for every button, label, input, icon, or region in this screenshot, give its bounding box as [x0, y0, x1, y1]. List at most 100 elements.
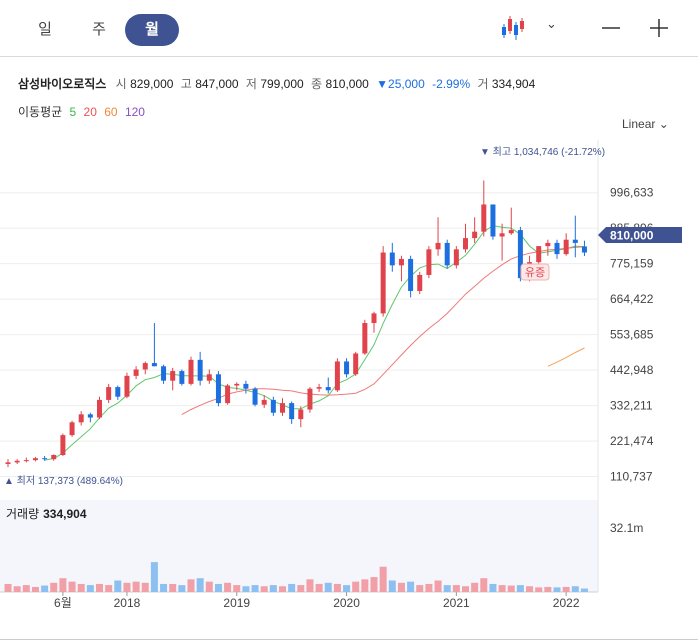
current-price-tag: 810,000 — [598, 227, 682, 243]
volume-bar — [13, 586, 21, 592]
x-tick-label: 2018 — [114, 596, 141, 610]
candle-body — [435, 242, 441, 250]
ma-20-label[interactable]: 20 — [83, 105, 97, 119]
chart-type-button[interactable] — [500, 14, 530, 42]
tab-week[interactable]: 주 — [92, 21, 106, 38]
candle-body — [398, 258, 404, 266]
scale-label: Linear — [622, 117, 656, 131]
volume-bar — [150, 562, 158, 592]
zoom-in-button[interactable] — [645, 12, 673, 42]
ma-label: 이동평균 — [18, 105, 63, 119]
candle-body — [42, 458, 48, 460]
volume-bar — [361, 579, 369, 592]
candle-body — [307, 388, 313, 410]
scale-dropdown[interactable]: Linear ⌄ — [622, 117, 669, 131]
volume-bar — [498, 585, 506, 592]
ma-5-label[interactable]: 5 — [69, 105, 77, 119]
volume-bar — [132, 581, 140, 592]
volume-bar — [86, 585, 94, 592]
volume-bar — [352, 581, 360, 592]
current-price-label: 810,000 — [610, 229, 654, 243]
candle-body — [270, 399, 276, 413]
tab-month[interactable]: 월 — [125, 14, 179, 46]
candle-body — [106, 387, 112, 400]
high-annotation: ▼ 최고 1,034,746 (-21.72%) — [480, 146, 605, 158]
volume-bar — [279, 586, 286, 592]
volume-bar — [233, 585, 241, 592]
candle-body — [453, 249, 459, 266]
open-label: 시 — [115, 77, 127, 91]
volume-bar — [489, 583, 497, 592]
volume-bar — [471, 582, 479, 592]
chevron-down-icon: ⌄ — [658, 117, 669, 131]
candle-body — [234, 383, 240, 386]
y-tick-label: 221,474 — [610, 434, 654, 448]
candle-body — [353, 353, 359, 375]
candle-body — [581, 246, 587, 253]
volume-value: 334,904 — [491, 77, 536, 91]
candle-body — [188, 359, 194, 384]
volume-bar — [544, 586, 552, 592]
x-tick-label: 2020 — [333, 596, 360, 610]
tab-day[interactable]: 일 — [38, 21, 52, 38]
volume-bar — [242, 586, 250, 592]
change-value: ▼25,000 — [376, 77, 425, 91]
volume-bar — [31, 586, 39, 592]
candle-body — [225, 385, 231, 404]
candle-body — [133, 369, 139, 376]
candle-body — [316, 387, 322, 389]
volume-bar — [297, 585, 305, 592]
volume-bar — [59, 578, 67, 592]
volume-bar — [196, 578, 204, 592]
plus-icon — [650, 19, 668, 37]
candle-body — [115, 387, 121, 397]
volume-bar — [68, 581, 76, 592]
low-annotation: ▲ 최저 137,373 (489.64%) — [4, 475, 123, 487]
volume-bar — [333, 583, 341, 592]
close-value: 810,000 — [325, 77, 369, 91]
candle-body — [554, 242, 560, 255]
y-tick-label: 775,159 — [610, 257, 654, 271]
candle-body — [389, 252, 395, 266]
candle-body — [87, 414, 93, 418]
event-marker[interactable]: 유증 — [520, 263, 550, 281]
volume-bar — [553, 587, 561, 592]
zoom-out-button[interactable] — [597, 12, 625, 42]
volume-bar — [507, 585, 515, 592]
x-tick-label: 6월 — [54, 596, 72, 610]
volume-bar — [251, 585, 259, 592]
candle-body — [5, 462, 11, 464]
volume-bar — [343, 585, 351, 592]
volume-bar — [41, 585, 49, 592]
stock-summary: 삼성바이오로직스 시 829,000 고 847,000 저 799,000 종… — [18, 75, 539, 92]
low-label: 저 — [245, 77, 257, 91]
ma-60-label[interactable]: 60 — [104, 105, 118, 119]
y-tick-label: 996,633 — [610, 186, 654, 200]
candle-body — [243, 383, 249, 389]
volume-bar — [370, 577, 378, 592]
candle-body — [444, 242, 450, 266]
volume-bar — [397, 582, 405, 592]
change-percent: -2.99% — [432, 77, 471, 91]
ma-120-label[interactable]: 120 — [124, 105, 145, 119]
candle-body — [60, 435, 66, 456]
event-badge — [520, 263, 550, 281]
volume-bar — [288, 583, 296, 592]
candle-body — [51, 455, 57, 460]
open-value: 829,000 — [130, 77, 174, 91]
candle-body — [124, 375, 130, 397]
candle-body — [298, 409, 304, 420]
y-tick-label: 664,422 — [610, 292, 654, 306]
candle-body — [426, 249, 432, 275]
candle-body — [69, 422, 75, 436]
volume-bar — [379, 566, 387, 592]
volume-bar — [306, 579, 314, 592]
volume-bar — [516, 585, 524, 592]
ma60-line — [547, 347, 585, 367]
candle-body — [508, 230, 514, 234]
chevron-down-icon[interactable]: ⌄ — [546, 16, 557, 31]
candle-body — [380, 252, 386, 314]
y-tick-label: 442,948 — [610, 363, 654, 377]
candle-body — [572, 239, 578, 243]
